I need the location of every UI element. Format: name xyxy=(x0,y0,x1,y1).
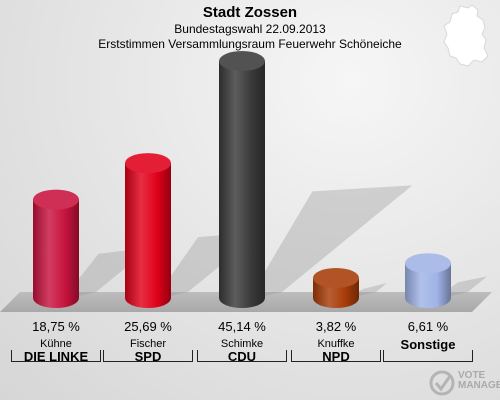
category-bracket xyxy=(103,350,193,362)
candidate-label: Schimke xyxy=(220,338,264,350)
value-label: 25,69 % xyxy=(124,319,172,334)
value-label: 3,82 % xyxy=(315,319,357,334)
bar-knuffke xyxy=(313,267,359,308)
category-bracket xyxy=(291,350,381,362)
bar-body xyxy=(219,61,265,308)
logo-line-vote: VOTE xyxy=(458,370,486,381)
candidate-label: Kühne xyxy=(40,338,72,350)
chart-subtitle-election: Bundestagswahl 22.09.2013 xyxy=(174,22,326,36)
bar-shadow xyxy=(248,185,413,300)
bar-fischer xyxy=(125,153,171,308)
bar-top xyxy=(313,267,359,288)
vote-manager-logo-text: VOTE MANAGER xyxy=(458,371,500,391)
candidate-label: Knuffke xyxy=(317,338,355,350)
logo-line-manager: MANAGER xyxy=(458,380,500,391)
value-label: 18,75 % xyxy=(32,319,80,334)
chart-title: Stadt Zossen xyxy=(202,4,298,21)
candidate-label: Fischer xyxy=(129,338,167,350)
category-label-group: 3,82 % Knuffke NPD xyxy=(290,319,382,364)
germany-map-icon xyxy=(443,4,489,67)
chart-header: Stadt Zossen Bundestagswahl 22.09.2013 E… xyxy=(0,4,500,52)
bar-body xyxy=(33,199,79,308)
bar-kühne xyxy=(33,189,79,308)
bar-top xyxy=(33,189,79,210)
category-label-group: 18,75 % Kühne DIE LINKE xyxy=(10,319,102,364)
candidate-label: Sonstige xyxy=(400,337,456,352)
value-label: 6,61 % xyxy=(407,319,449,334)
value-label: 45,14 % xyxy=(218,319,266,334)
bar-body xyxy=(125,163,171,308)
party-label: SPD xyxy=(134,349,162,364)
bar-body xyxy=(405,263,451,308)
category-label-group: 25,69 % Fischer SPD xyxy=(102,319,194,364)
category-label-group: 6,61 % Sonstige xyxy=(382,319,474,352)
bar-sonstige xyxy=(405,253,451,308)
bar-schimke xyxy=(219,51,265,308)
chart-subtitle-district: Erststimmen Versammlungsraum Feuerwehr S… xyxy=(98,37,402,51)
party-label: DIE LINKE xyxy=(23,349,89,364)
category-bracket xyxy=(11,350,101,362)
category-bracket xyxy=(383,350,473,362)
vote-manager-logo-icon xyxy=(429,370,455,396)
party-label: CDU xyxy=(227,349,257,364)
bar-top xyxy=(405,253,451,274)
party-label: NPD xyxy=(322,349,350,364)
bar-top xyxy=(219,51,265,72)
category-label-group: 45,14 % Schimke CDU xyxy=(196,319,288,364)
category-bracket xyxy=(197,350,287,362)
bar-top xyxy=(125,153,171,174)
